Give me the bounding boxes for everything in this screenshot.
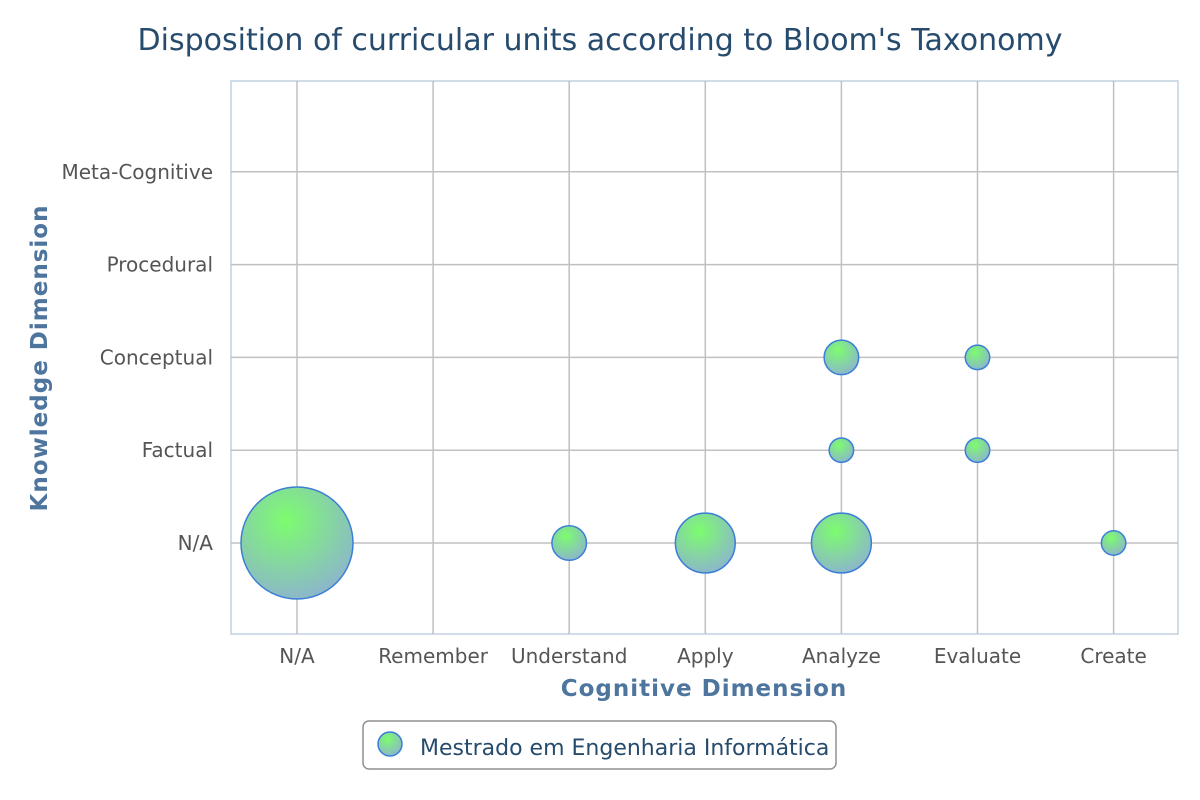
bubble-point[interactable] [964,437,991,464]
x-tick-label: Evaluate [934,644,1021,668]
chart-title: Disposition of curricular units accordin… [138,23,1063,58]
x-tick-label: Create [1080,644,1146,668]
x-tick-label: Analyze [802,644,881,668]
legend-marker [377,731,403,757]
y-tick-label: N/A [178,531,214,555]
x-tick-label: Understand [511,644,627,668]
y-tick-label: Conceptual [100,345,213,369]
x-axis-ticks: N/A Remember Understand Apply Analyze Evaluat… [279,644,1147,668]
bubble-point[interactable] [964,344,991,371]
x-tick-label: Remember [378,644,489,668]
bubble-point[interactable] [674,512,736,574]
y-tick-label: Procedural [107,253,213,277]
bubble-series [240,339,1127,600]
y-tick-label: Factual [142,438,213,462]
bubble-point[interactable] [810,512,873,574]
bubble-point[interactable] [828,437,855,464]
x-axis-title: Cognitive Dimension [561,676,848,702]
y-axis-ticks: N/A Factual Conceptual Procedural Meta-Cogni… [61,160,213,555]
bubble-point[interactable] [823,339,860,376]
x-tick-label: N/A [279,644,315,668]
legend-label-series: Mestrado em Engenharia Informática [420,736,829,761]
x-tick-label: Apply [677,644,734,668]
y-axis-title: Knowledge Dimension [27,205,53,512]
legend[interactable]: Mestrado em Engenharia Informática [362,720,837,770]
bubble-point[interactable] [240,486,354,600]
legend-box [362,720,837,770]
bubble-point[interactable] [1100,530,1127,556]
y-tick-label: Meta-Cognitive [61,160,213,184]
bubble-point[interactable] [551,524,588,562]
